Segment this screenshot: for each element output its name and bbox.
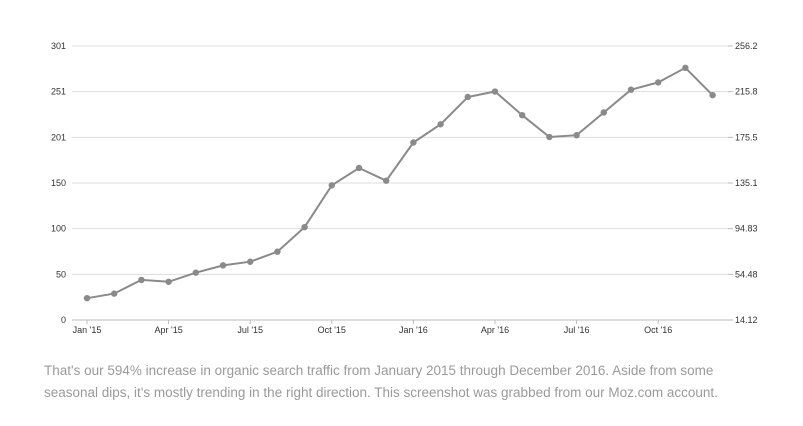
x-tick-label: Apr '15 bbox=[154, 325, 182, 335]
data-point bbox=[600, 109, 607, 116]
data-point bbox=[328, 182, 335, 189]
data-point bbox=[219, 262, 227, 269]
data-point bbox=[491, 88, 499, 95]
data-point bbox=[410, 139, 417, 146]
data-point bbox=[192, 269, 199, 276]
data-point bbox=[355, 164, 363, 172]
data-point bbox=[111, 290, 118, 297]
x-tick-label: Oct '15 bbox=[318, 325, 346, 335]
data-point bbox=[627, 86, 635, 93]
y-left-tick-label: 301 bbox=[51, 41, 66, 51]
x-tick-label: Jan '16 bbox=[399, 325, 428, 335]
y-right-tick-label: 175.5 bbox=[735, 132, 758, 142]
x-axis: Jan '15 Apr '15 Jul '15 Oct '15 Jan '16 Apr '… bbox=[73, 320, 672, 335]
series-points bbox=[83, 64, 716, 302]
data-point bbox=[383, 177, 390, 184]
x-tick-label: Apr '16 bbox=[481, 325, 509, 335]
y-right-tick-label: 215.8 bbox=[735, 87, 758, 97]
y-left-tick-label: 251 bbox=[51, 87, 66, 97]
y-right-tick-label: 135.1 bbox=[735, 178, 758, 188]
data-point bbox=[437, 121, 444, 128]
chart-caption: That's our 594% increase in organic sear… bbox=[44, 363, 718, 400]
right-y-axis: 14.12 54.48 94.83 135.1 175.5 215.8 256.2 bbox=[728, 41, 758, 325]
x-tick-label: Jul '15 bbox=[237, 325, 263, 335]
x-tick-label: Oct '16 bbox=[644, 325, 672, 335]
y-left-tick-label: 150 bbox=[51, 178, 66, 188]
data-point bbox=[519, 111, 526, 119]
y-left-tick-label: 201 bbox=[51, 132, 66, 142]
y-left-tick-label: 50 bbox=[56, 269, 66, 279]
x-tick-label: Jul '16 bbox=[564, 325, 590, 335]
y-right-tick-label: 54.48 bbox=[735, 269, 758, 279]
data-point bbox=[83, 294, 91, 302]
data-point bbox=[247, 258, 254, 265]
data-point bbox=[682, 64, 689, 72]
gridlines bbox=[72, 45, 728, 321]
series-line bbox=[86, 66, 714, 300]
data-point bbox=[274, 248, 281, 255]
y-right-tick-label: 94.83 bbox=[735, 224, 758, 234]
data-point bbox=[573, 132, 580, 139]
y-left-tick-label: 100 bbox=[51, 224, 66, 234]
data-point bbox=[464, 93, 471, 101]
y-right-tick-label: 14.12 bbox=[735, 315, 758, 325]
x-tick-label: Jan '15 bbox=[73, 325, 102, 335]
y-right-tick-label: 256.2 bbox=[735, 41, 758, 51]
y-left-tick-label: 0 bbox=[61, 315, 66, 325]
data-point bbox=[138, 276, 145, 284]
left-y-axis: 0 50 100 150 201 251 301 bbox=[51, 41, 66, 325]
data-point bbox=[709, 91, 716, 99]
data-point bbox=[655, 79, 662, 86]
data-point bbox=[301, 223, 308, 231]
data-point bbox=[165, 278, 172, 285]
data-point bbox=[546, 133, 553, 141]
